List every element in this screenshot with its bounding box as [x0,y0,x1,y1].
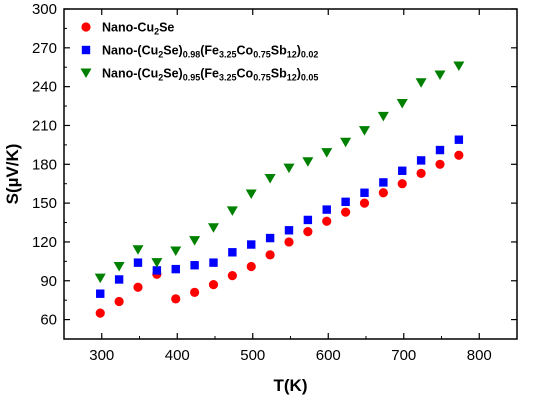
y-tick-label: 240 [32,79,57,96]
x-tick-label: 400 [165,347,190,364]
data-point [435,159,445,169]
data-point [398,166,407,175]
data-point [114,296,124,307]
data-point [227,270,237,281]
x-tick-label: 500 [240,347,265,364]
data-point [113,262,125,272]
data-point [94,273,106,284]
data-point [226,206,238,216]
data-point [377,111,389,122]
x-axis-label: T(K) [274,376,308,395]
data-point [358,126,370,136]
data-point [151,258,163,268]
y-tick-label: 300 [32,1,57,18]
data-point [321,148,333,158]
data-point [96,289,105,298]
plot-frame [63,8,518,340]
data-point [359,198,370,208]
data-point [378,188,388,198]
x-tick-label: 700 [391,347,416,364]
data-point [302,157,314,167]
data-point [265,233,275,243]
data-point [340,137,352,148]
y-tick-label: 60 [40,312,57,329]
legend-entry: Nano-(Cu2Se)0.95(Fe3.25Co0.75Sb12)0.05 [102,67,318,83]
data-point [322,205,331,214]
data-point [95,308,105,318]
data-point [133,258,143,267]
data-point [247,240,256,249]
data-point [360,188,369,197]
legend-marker [81,45,91,55]
data-point [245,189,257,200]
data-point [341,207,351,217]
data-point [228,248,237,257]
data-point [170,246,182,256]
data-point [189,236,201,246]
data-point [416,156,426,165]
y-tick-label: 90 [40,273,57,290]
data-point [246,261,256,272]
legend-marker [80,68,92,78]
data-point [207,223,219,233]
data-point [303,215,313,225]
data-point [454,135,464,144]
x-tick-label: 600 [316,347,341,364]
data-point [190,287,200,298]
data-point [209,258,218,267]
data-point [284,226,294,235]
data-point [152,266,162,275]
data-point [379,178,388,187]
data-point [208,280,219,290]
data-point [397,179,407,189]
y-axis-label: S(µV/K) [3,144,22,205]
y-tick-label: 210 [32,117,57,134]
data-point [171,264,180,274]
x-tick-label: 800 [467,347,492,364]
data-point [454,150,464,160]
x-tick-label: 300 [89,347,114,364]
data-point [303,226,313,237]
data-point [264,174,276,184]
data-point [265,250,275,260]
data-point [415,78,427,88]
y-tick-label: 180 [32,156,57,173]
data-point [396,98,408,109]
y-tick-label: 150 [32,195,57,212]
data-point [416,168,426,178]
data-point [133,282,143,292]
data-point [453,61,465,71]
y-tick-label: 270 [32,40,57,57]
data-point [114,275,124,284]
data-points [94,61,465,318]
legend-entry: Nano-Cu2Se [102,21,174,37]
data-point [341,197,350,207]
data-point [434,70,446,80]
legend: Nano-Cu2Se Nano-(Cu2Se)0.98(Fe3.25Co0.75S… [80,21,318,83]
legend-entry: Nano-(Cu2Se)0.98(Fe3.25Co0.75Sb12)0.02 [102,44,318,60]
data-point [322,216,332,226]
data-point [190,261,199,270]
legend-marker [81,22,91,32]
data-point [435,145,445,155]
data-point [283,163,295,174]
data-point [171,294,181,304]
data-point [284,237,294,247]
data-point [132,245,144,255]
y-tick-label: 120 [32,234,57,251]
